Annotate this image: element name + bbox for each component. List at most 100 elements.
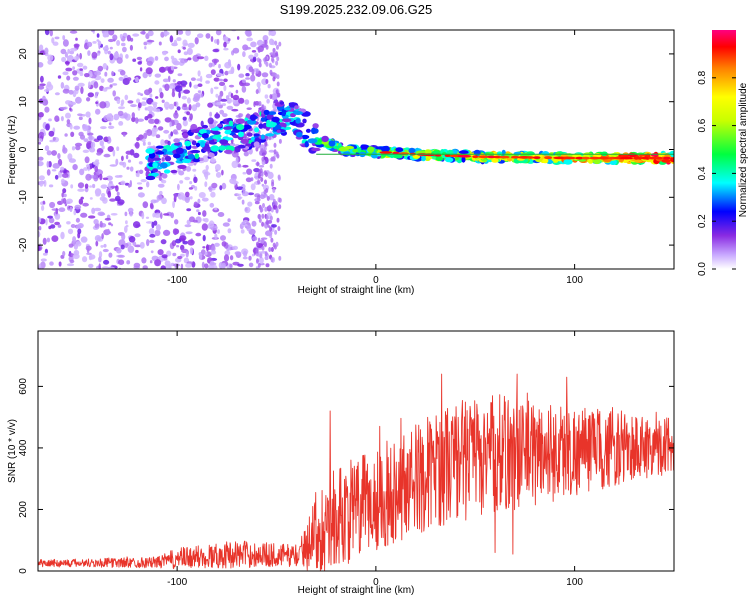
spectrogram-xlabel: Height of straight line (km) (298, 285, 415, 296)
noise-speckle (40, 261, 46, 269)
noise-speckle (129, 166, 134, 172)
noise-speckle (100, 126, 107, 130)
ridge-blob (195, 142, 201, 148)
noise-speckle (257, 196, 260, 202)
noise-speckle (198, 192, 206, 199)
noise-speckle (96, 33, 100, 38)
noise-speckle (159, 190, 163, 196)
noise-speckle (87, 50, 91, 56)
noise-speckle (162, 51, 167, 56)
noise-speckle (101, 233, 104, 240)
noise-speckle (104, 217, 112, 221)
noise-speckle (175, 85, 183, 92)
ridge-blob (444, 157, 454, 163)
noise-speckle (277, 226, 281, 232)
noise-speckle (242, 164, 249, 168)
y-tick-label: 200 (18, 501, 29, 518)
noise-speckle (172, 200, 176, 209)
noise-speckle (238, 97, 245, 104)
noise-speckle (271, 93, 278, 101)
noise-speckle (224, 250, 231, 256)
noise-speckle (107, 77, 114, 83)
noise-speckle (62, 71, 69, 76)
ridge-core (477, 155, 490, 159)
noise-speckle (276, 44, 279, 50)
ridge-core (619, 156, 634, 160)
noise-speckle (231, 160, 239, 169)
noise-speckle (264, 39, 268, 45)
noise-speckle (57, 75, 62, 79)
ridge-core (562, 156, 576, 160)
ridge-blob (236, 124, 245, 131)
noise-speckle (237, 263, 244, 267)
noise-speckle (185, 191, 190, 198)
noise-speckle (149, 202, 154, 209)
noise-speckle (218, 262, 224, 269)
noise-speckle (270, 257, 274, 263)
ridge-blob (294, 105, 299, 110)
noise-speckle (232, 94, 240, 101)
noise-speckle (100, 245, 104, 248)
noise-speckle (220, 98, 228, 102)
noise-speckle (133, 262, 141, 268)
noise-speckle (154, 56, 159, 61)
ridge-blob (173, 153, 181, 159)
noise-speckle (200, 93, 204, 98)
noise-speckle (140, 179, 147, 183)
ridge-blob (314, 141, 322, 145)
noise-speckle (84, 73, 90, 78)
noise-speckle (64, 61, 70, 65)
noise-speckle (107, 125, 115, 129)
noise-speckle (66, 263, 75, 267)
noise-speckle (159, 66, 166, 73)
noise-speckle (187, 57, 192, 61)
ridge-core (472, 155, 479, 159)
ridge-blob (281, 118, 292, 123)
noise-speckle (83, 138, 89, 143)
noise-speckle (99, 212, 106, 216)
noise-speckle (101, 145, 105, 150)
noise-speckle (170, 65, 175, 71)
noise-speckle (127, 207, 134, 213)
noise-speckle (82, 65, 88, 70)
noise-speckle (108, 38, 114, 43)
noise-speckle (38, 175, 45, 181)
noise-speckle (72, 165, 77, 170)
noise-speckle (185, 231, 193, 235)
noise-speckle (39, 180, 44, 187)
noise-speckle (171, 91, 176, 98)
noise-speckle (99, 101, 107, 109)
noise-speckle (129, 212, 133, 217)
noise-speckle (177, 192, 185, 200)
noise-speckle (57, 224, 62, 228)
ridge-blob (174, 142, 181, 146)
noise-speckle (242, 79, 246, 84)
noise-speckle (149, 110, 153, 115)
ridge-blob (182, 132, 189, 139)
noise-speckle (138, 161, 143, 165)
noise-speckle (221, 169, 224, 176)
ridge-blob (253, 133, 260, 137)
noise-speckle (110, 213, 118, 216)
noise-speckle (116, 40, 121, 46)
noise-speckle (107, 50, 111, 55)
snr-frame (37, 330, 675, 572)
noise-speckle (201, 261, 205, 269)
noise-speckle (223, 85, 227, 92)
noise-speckle (126, 34, 131, 42)
noise-speckle (118, 259, 125, 266)
noise-speckle (89, 147, 96, 153)
y-tick-label: 400 (18, 439, 29, 456)
ridge-blob (224, 137, 234, 141)
noise-speckle (146, 239, 150, 247)
ridge-blob (235, 118, 246, 124)
ridge-blob (305, 128, 311, 133)
noise-speckle (198, 252, 203, 260)
noise-speckle (207, 102, 214, 108)
ridge-blob (328, 140, 336, 147)
noise-speckle (78, 198, 84, 205)
noise-speckle (92, 41, 97, 44)
noise-speckle (208, 220, 215, 228)
noise-speckle (257, 179, 261, 185)
